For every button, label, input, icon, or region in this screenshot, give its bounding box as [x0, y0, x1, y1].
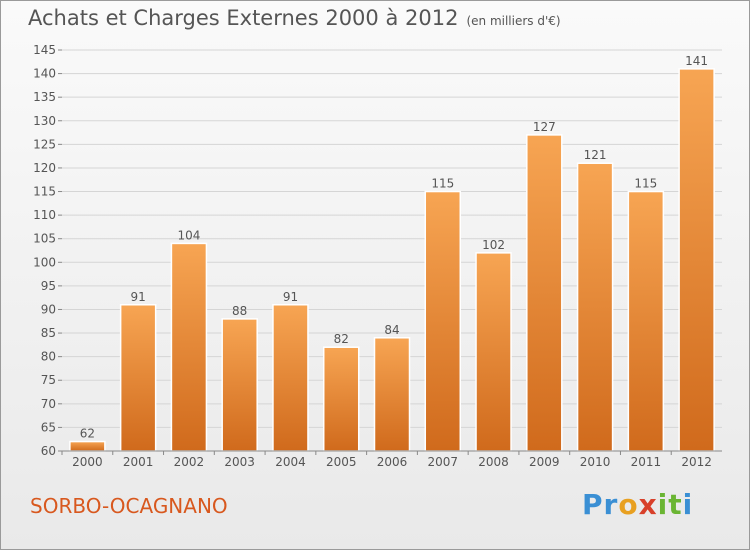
bar-value-label: 82 [334, 332, 349, 346]
x-tick-label: 2005 [326, 455, 357, 469]
y-tick-label: 70 [41, 397, 56, 411]
y-tick-label: 120 [33, 161, 56, 175]
y-tick-label: 80 [41, 350, 56, 364]
bar-value-label: 91 [283, 290, 298, 304]
bar-2003 [221, 318, 258, 452]
bar-2000 [69, 440, 106, 452]
bar-2012 [678, 68, 715, 452]
y-tick-label: 145 [33, 43, 56, 57]
y-tick-label: 75 [41, 373, 56, 387]
bar-2001 [119, 304, 157, 452]
bar-value-label: 88 [232, 304, 247, 318]
logo-letter: P [582, 488, 604, 521]
y-tick-label: 125 [33, 137, 56, 151]
bar-2002 [170, 242, 208, 452]
y-tick-label: 60 [41, 444, 56, 458]
y-tick-label: 95 [41, 279, 56, 293]
y-tick-label: 135 [33, 90, 56, 104]
chart-unit: (en milliers d'€) [466, 14, 561, 28]
logo-letter: i [657, 488, 669, 521]
y-tick-label: 130 [33, 114, 56, 128]
bar-value-label: 84 [384, 323, 399, 337]
bar-value-label: 115 [634, 177, 657, 191]
bar-2009 [526, 134, 563, 452]
x-tick-label: 2002 [174, 455, 205, 469]
bar-value-label: 91 [131, 290, 146, 304]
bar-2011 [627, 190, 665, 452]
logo-letter: i [682, 488, 694, 521]
bar-value-label: 141 [685, 54, 708, 68]
y-tick-label: 85 [41, 326, 56, 340]
logo-letter: x [638, 488, 658, 521]
bar-value-label: 102 [482, 238, 505, 252]
bar-value-label: 62 [80, 427, 95, 441]
bar-value-label: 115 [431, 177, 454, 191]
x-tick-label: 2012 [681, 455, 712, 469]
x-tick-label: 2003 [224, 455, 255, 469]
bar-value-label: 121 [584, 148, 607, 162]
x-tick-label: 2004 [275, 455, 306, 469]
proxiti-logo: Proxiti [582, 488, 693, 521]
y-tick-label: 65 [41, 420, 56, 434]
y-tick-label: 100 [33, 255, 56, 269]
logo-letter: r [603, 488, 619, 521]
x-tick-label: 2008 [478, 455, 509, 469]
bars: 62 91 104 88 91 82 84 115 102 127 121 115 141 [69, 54, 715, 452]
bar-2010 [576, 162, 614, 452]
y-tick-label: 105 [33, 232, 56, 246]
bar-2004 [272, 304, 309, 452]
bar-2005 [322, 346, 360, 452]
y-tick-label: 90 [41, 302, 56, 316]
bar-value-label: 127 [533, 120, 556, 134]
bar-2007 [424, 190, 462, 452]
x-tick-label: 2011 [631, 455, 662, 469]
x-tick-label: 2009 [529, 455, 560, 469]
x-tick-label: 2010 [580, 455, 611, 469]
logo-letter: t [668, 488, 683, 521]
y-tick-label: 110 [33, 208, 56, 222]
x-tick-label: 2006 [377, 455, 408, 469]
x-tick-label: 2001 [123, 455, 154, 469]
bar-2006 [373, 337, 411, 452]
bar-value-label: 104 [177, 228, 200, 242]
y-tick-label: 115 [33, 185, 56, 199]
logo-letter: o [618, 488, 639, 521]
bar-2008 [475, 252, 512, 452]
x-tick-label: 2000 [72, 455, 103, 469]
y-tick-label: 140 [33, 67, 56, 81]
x-axis-ticks: 2000 2001 2002 2003 2004 2005 2006 2007 2008 2009… [61, 451, 712, 469]
chart-title: Achats et Charges Externes 2000 à 2012 (e… [28, 6, 561, 30]
commune-name: SORBO-OCAGNANO [30, 494, 228, 518]
x-tick-label: 2007 [427, 455, 458, 469]
chart-title-text: Achats et Charges Externes 2000 à 2012 [28, 6, 459, 30]
y-axis-ticks: 60 65 70 75 80 85 90 95 100 105 110 115 120 125 130 135… [33, 43, 56, 458]
